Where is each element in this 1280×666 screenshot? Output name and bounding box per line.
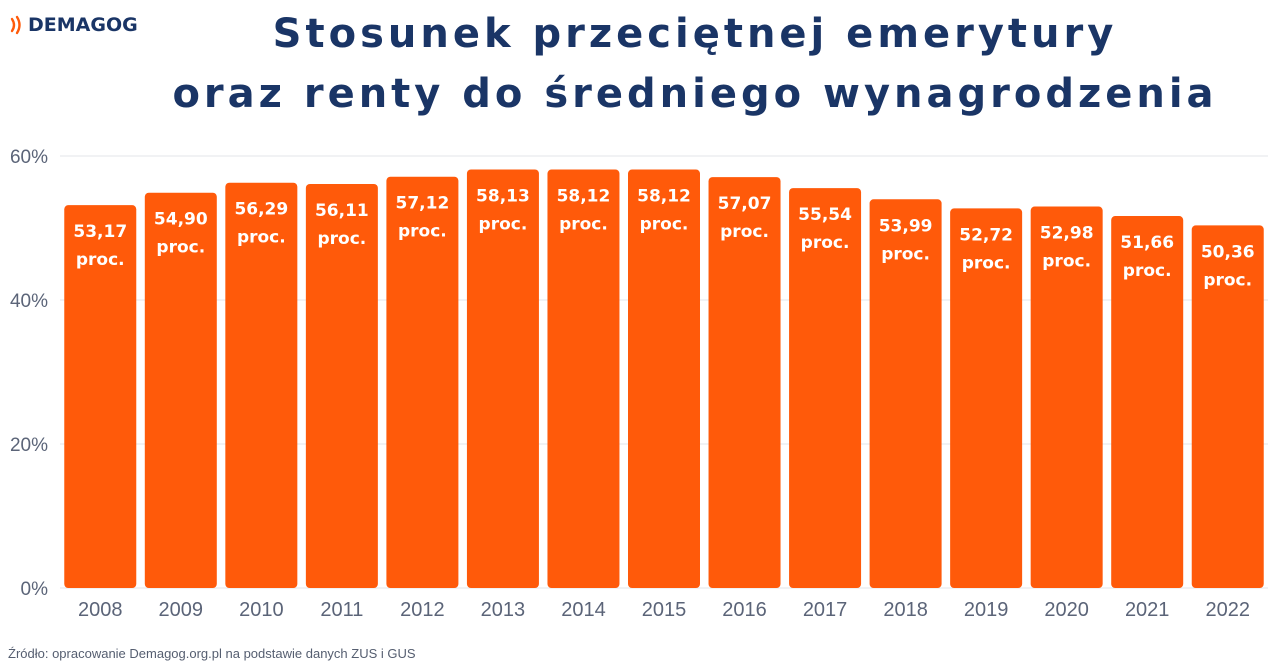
bar-2021	[1111, 216, 1184, 588]
data-label-value: 55,54	[798, 205, 852, 225]
x-tick-label: 2018	[883, 599, 928, 621]
data-label-value: 54,90	[154, 210, 208, 230]
bar-2013	[466, 169, 539, 589]
data-label-value: 53,99	[879, 216, 933, 236]
data-label-value: 56,29	[234, 200, 288, 220]
bar-2012	[386, 176, 459, 588]
data-label-unit: proc.	[1042, 252, 1091, 272]
data-label-value: 52,98	[1040, 224, 1094, 244]
x-tick-label: 2010	[239, 599, 284, 621]
x-tick-label: 2017	[803, 599, 848, 621]
x-tick-label: 2016	[722, 599, 767, 621]
bar-2018	[869, 199, 942, 588]
bar-2009	[144, 192, 217, 588]
x-tick-label: 2008	[78, 599, 123, 621]
data-label-unit: proc.	[156, 238, 205, 258]
data-label-unit: proc.	[962, 253, 1011, 273]
x-tick-label: 2013	[481, 599, 526, 621]
bar-2016	[708, 177, 781, 588]
chart-title-line-2: oraz renty do średniego wynagrodzenia	[172, 71, 1218, 117]
source-note: Źródło: opracowanie Demagog.org.pl na po…	[8, 646, 416, 661]
x-tick-label: 2021	[1125, 599, 1170, 621]
data-label-value: 51,66	[1120, 233, 1174, 253]
demagog-logo: DEMAGOG	[10, 14, 138, 36]
data-label-unit: proc.	[640, 215, 689, 235]
bar-2014	[547, 169, 620, 588]
y-tick-label: 60%	[10, 147, 48, 168]
data-label-value: 58,12	[557, 187, 611, 207]
x-tick-label: 2014	[561, 599, 606, 621]
bar-2015	[628, 169, 700, 588]
data-label-value: 57,07	[718, 194, 772, 214]
data-label-unit: proc.	[76, 250, 125, 270]
y-tick-label: 0%	[21, 579, 49, 600]
bar-2011	[305, 184, 378, 588]
y-tick-label: 40%	[10, 291, 48, 312]
data-label-unit: proc.	[1203, 270, 1252, 290]
x-tick-label: 2022	[1205, 599, 1250, 621]
y-tick-label: 20%	[10, 435, 48, 456]
bar-2019	[950, 208, 1023, 588]
data-label-unit: proc.	[317, 229, 366, 249]
bar-2017	[789, 188, 862, 588]
x-tick-label: 2019	[964, 599, 1009, 621]
data-label-value: 50,36	[1201, 242, 1255, 262]
data-label-unit: proc.	[720, 222, 769, 242]
bar-2008	[64, 205, 137, 588]
bar-2022	[1191, 225, 1264, 588]
data-label-unit: proc.	[881, 244, 930, 264]
x-tick-label: 2012	[400, 599, 445, 621]
data-label-unit: proc.	[398, 222, 447, 242]
data-label-value: 53,17	[73, 222, 127, 242]
bar-2020	[1030, 206, 1103, 588]
data-label-unit: proc.	[801, 233, 850, 253]
data-label-unit: proc.	[559, 215, 608, 235]
data-label-value: 57,12	[396, 194, 450, 214]
bar-chart: 0% 20% 40% 60% 53,17 proc. 2008 54,90 proc. 2009 5…	[10, 147, 1268, 621]
data-label-unit: proc.	[479, 214, 528, 234]
x-tick-label: 2015	[642, 599, 687, 621]
x-tick-label: 2011	[320, 599, 363, 621]
x-tick-label: 2020	[1044, 599, 1089, 621]
data-label-unit: proc.	[237, 228, 286, 248]
sound-waves-icon	[10, 15, 21, 35]
data-label-value: 56,11	[315, 201, 369, 221]
data-label-value: 58,13	[476, 186, 530, 206]
bar-2010	[225, 182, 298, 588]
chart-title: Stosunek przeciętnej emerytury oraz rent…	[130, 4, 1260, 124]
data-label-unit: proc.	[1123, 261, 1172, 281]
data-label-value: 52,72	[959, 225, 1013, 245]
chart-title-line-1: Stosunek przeciętnej emerytury	[272, 11, 1118, 57]
x-tick-label: 2009	[159, 599, 204, 621]
brand-name: DEMAGOG	[28, 14, 138, 36]
data-label-value: 58,12	[637, 187, 691, 207]
